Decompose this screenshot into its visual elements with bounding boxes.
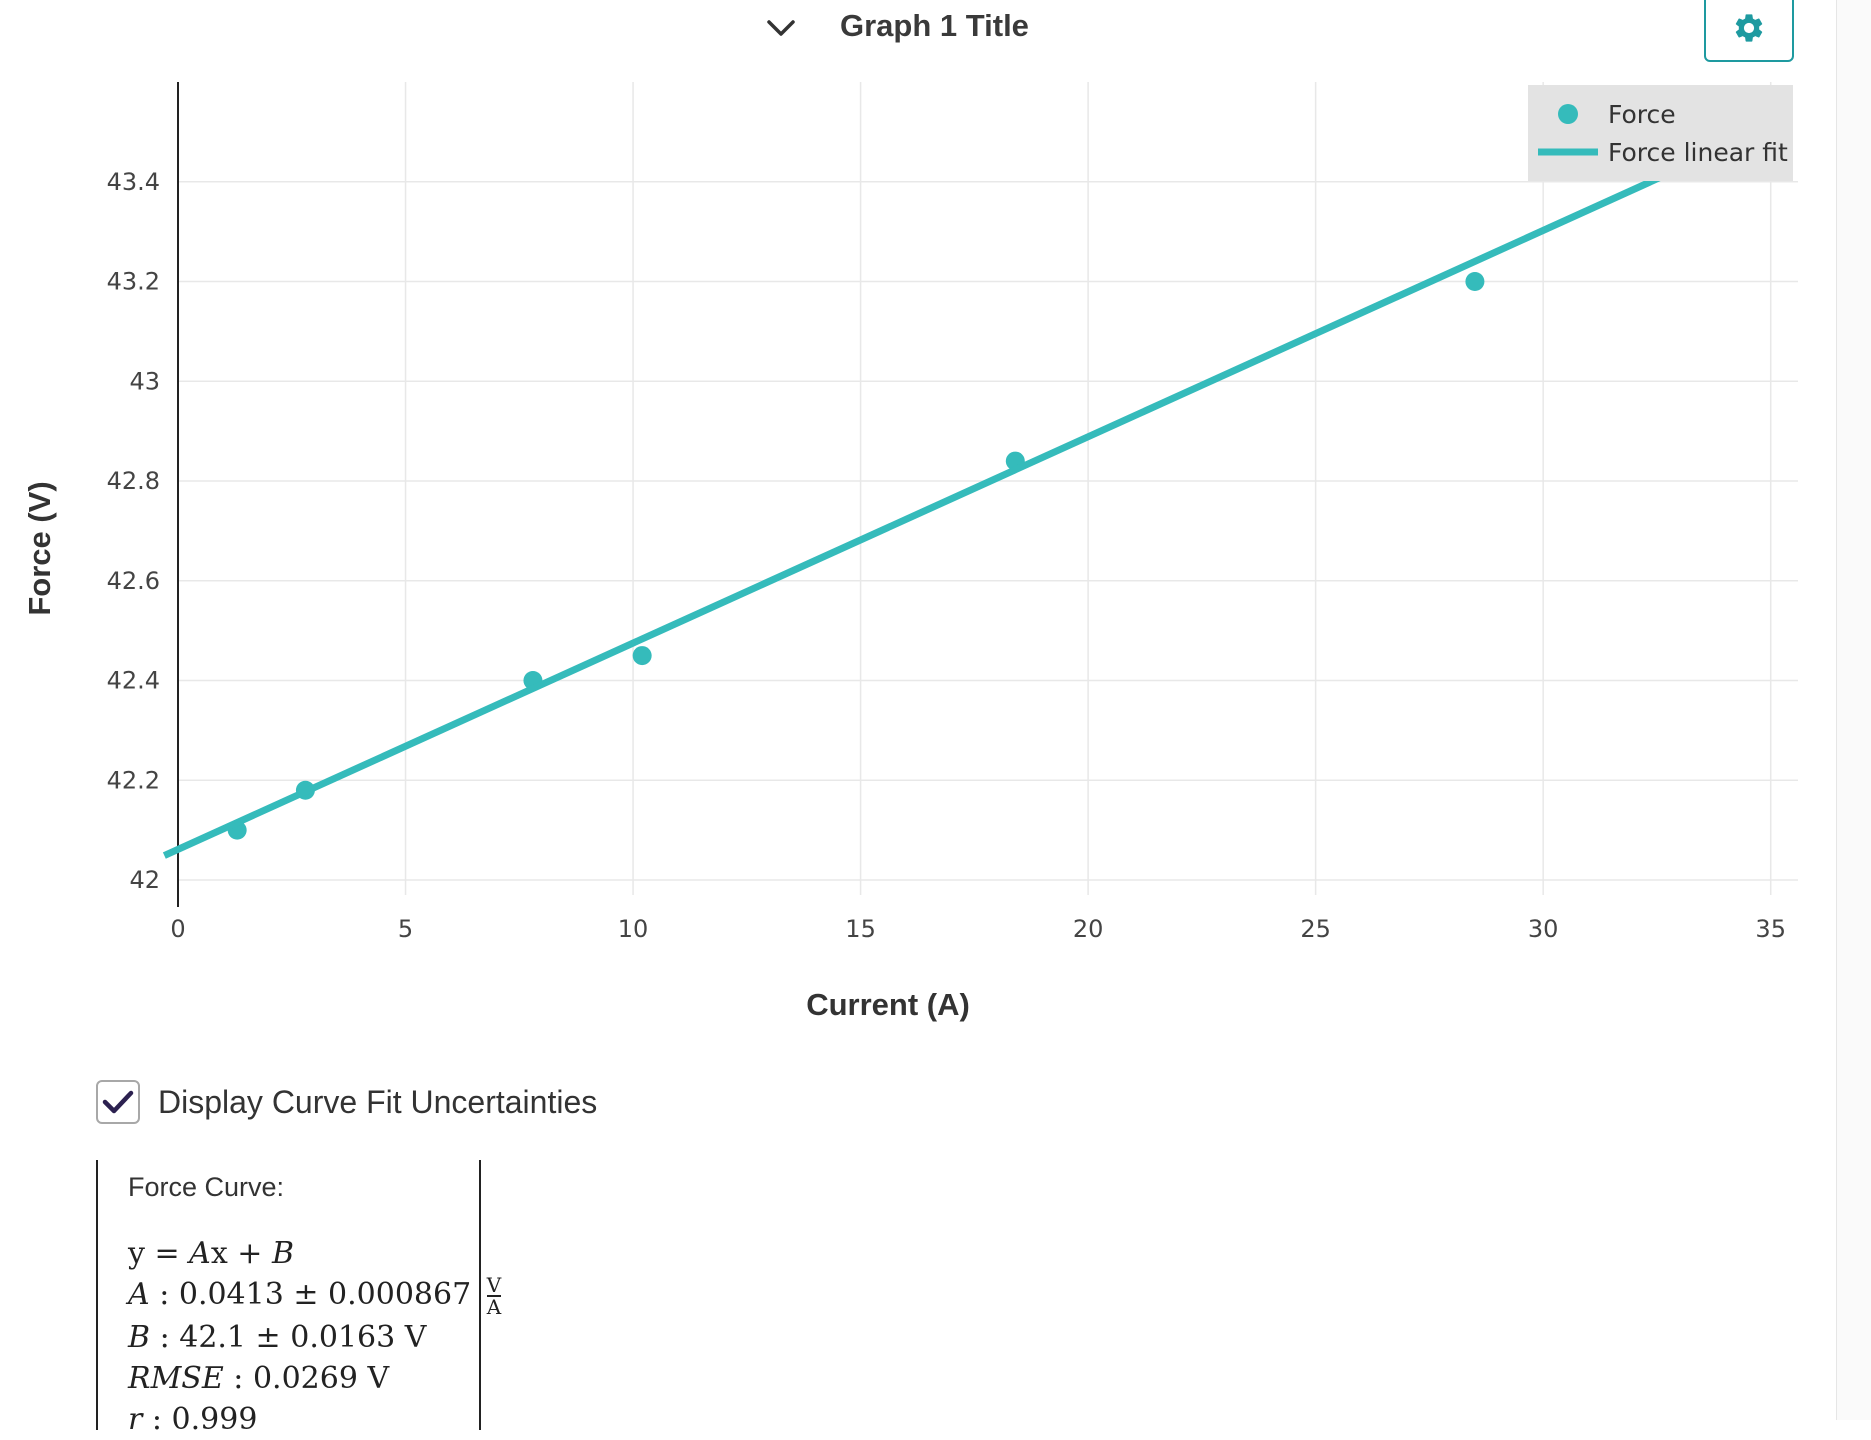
settings-button[interactable] (1704, 0, 1794, 62)
graph-header: Graph 1 Title (0, 0, 1871, 62)
fit-panel-heading: Force Curve: (128, 1172, 285, 1202)
chart-area: 0 5 10 15 20 25 30 35 42 42.2 42.4 42.6 42.8 43 43.2 43… (0, 60, 1871, 1050)
x-tick-label: 5 (398, 915, 413, 943)
x-tick-label: 15 (845, 915, 876, 943)
unit-denominator: A (486, 1295, 502, 1319)
x-tick-label: 35 (1755, 915, 1786, 943)
param-b-value: : 42.1 ± 0.0163 V (150, 1320, 427, 1355)
y-tick-label: 42 (129, 866, 160, 894)
legend-label: Force (1608, 100, 1676, 129)
gear-icon (1735, 14, 1763, 42)
x-axis-title: Current (A) (806, 987, 970, 1022)
fit-equation: y = Ax + B (128, 1233, 479, 1274)
page-scrollbar[interactable] (1836, 0, 1871, 1420)
x-tick-label: 20 (1073, 915, 1104, 943)
legend-label: Force linear fit (1608, 138, 1788, 167)
uncertainty-checkbox-label[interactable]: Display Curve Fit Uncertainties (158, 1083, 598, 1120)
rmse-value: : 0.0269 V (223, 1361, 390, 1396)
param-b-name: B (128, 1320, 151, 1355)
x-tick-label: 0 (170, 915, 185, 943)
curve-fit-uncertainty-toggle[interactable]: Display Curve Fit Uncertainties (96, 1080, 597, 1124)
equation-equals: = (144, 1236, 190, 1271)
data-point (1465, 272, 1485, 292)
fit-param-b: B : 42.1 ± 0.0163 V (128, 1317, 479, 1358)
param-a-name: A (128, 1277, 150, 1312)
curve-fit-panel: Force Curve: y = Ax + B A : 0.0413 ± 0.0… (96, 1160, 502, 1437)
equation-plus: + (227, 1236, 272, 1271)
y-tick-label: 43 (129, 367, 160, 395)
y-tick-label: 42.6 (107, 567, 160, 595)
equation-lhs: y (128, 1236, 145, 1271)
chevron-down-icon[interactable] (763, 10, 799, 46)
equation-B: B (271, 1236, 295, 1271)
y-tick-label: 42.4 (107, 667, 160, 695)
graph-title[interactable]: Graph 1 Title (840, 8, 1029, 43)
y-tick-label: 42.2 (107, 766, 160, 794)
chart-svg: 0 5 10 15 20 25 30 35 42 42.2 42.4 42.6 42.8 43 43.2 43… (22, 82, 1798, 1022)
legend-marker-swatch (1558, 104, 1578, 124)
unit-numerator: V (486, 1273, 502, 1297)
y-tick-label: 43.4 (107, 168, 160, 196)
data-point (632, 646, 652, 666)
x-tick-label: 25 (1300, 915, 1331, 943)
equation-A: A (189, 1236, 211, 1271)
legend-box (1528, 85, 1793, 181)
y-axis-title: Force (V) (22, 481, 57, 615)
y-tick-label: 42.8 (107, 467, 160, 495)
checkmark-icon (102, 1090, 134, 1114)
x-tick-label: 10 (618, 915, 649, 943)
y-tick-label: 43.2 (107, 268, 160, 296)
x-tick-label: 30 (1528, 915, 1559, 943)
equation-x: x (210, 1236, 228, 1271)
fit-line (162, 157, 1700, 859)
param-a-value: : 0.0413 ± 0.000867 (149, 1277, 481, 1312)
fit-rmse: RMSE : 0.0269 V (128, 1358, 479, 1399)
uncertainty-checkbox[interactable] (96, 1080, 140, 1124)
rmse-name: RMSE (128, 1361, 224, 1396)
